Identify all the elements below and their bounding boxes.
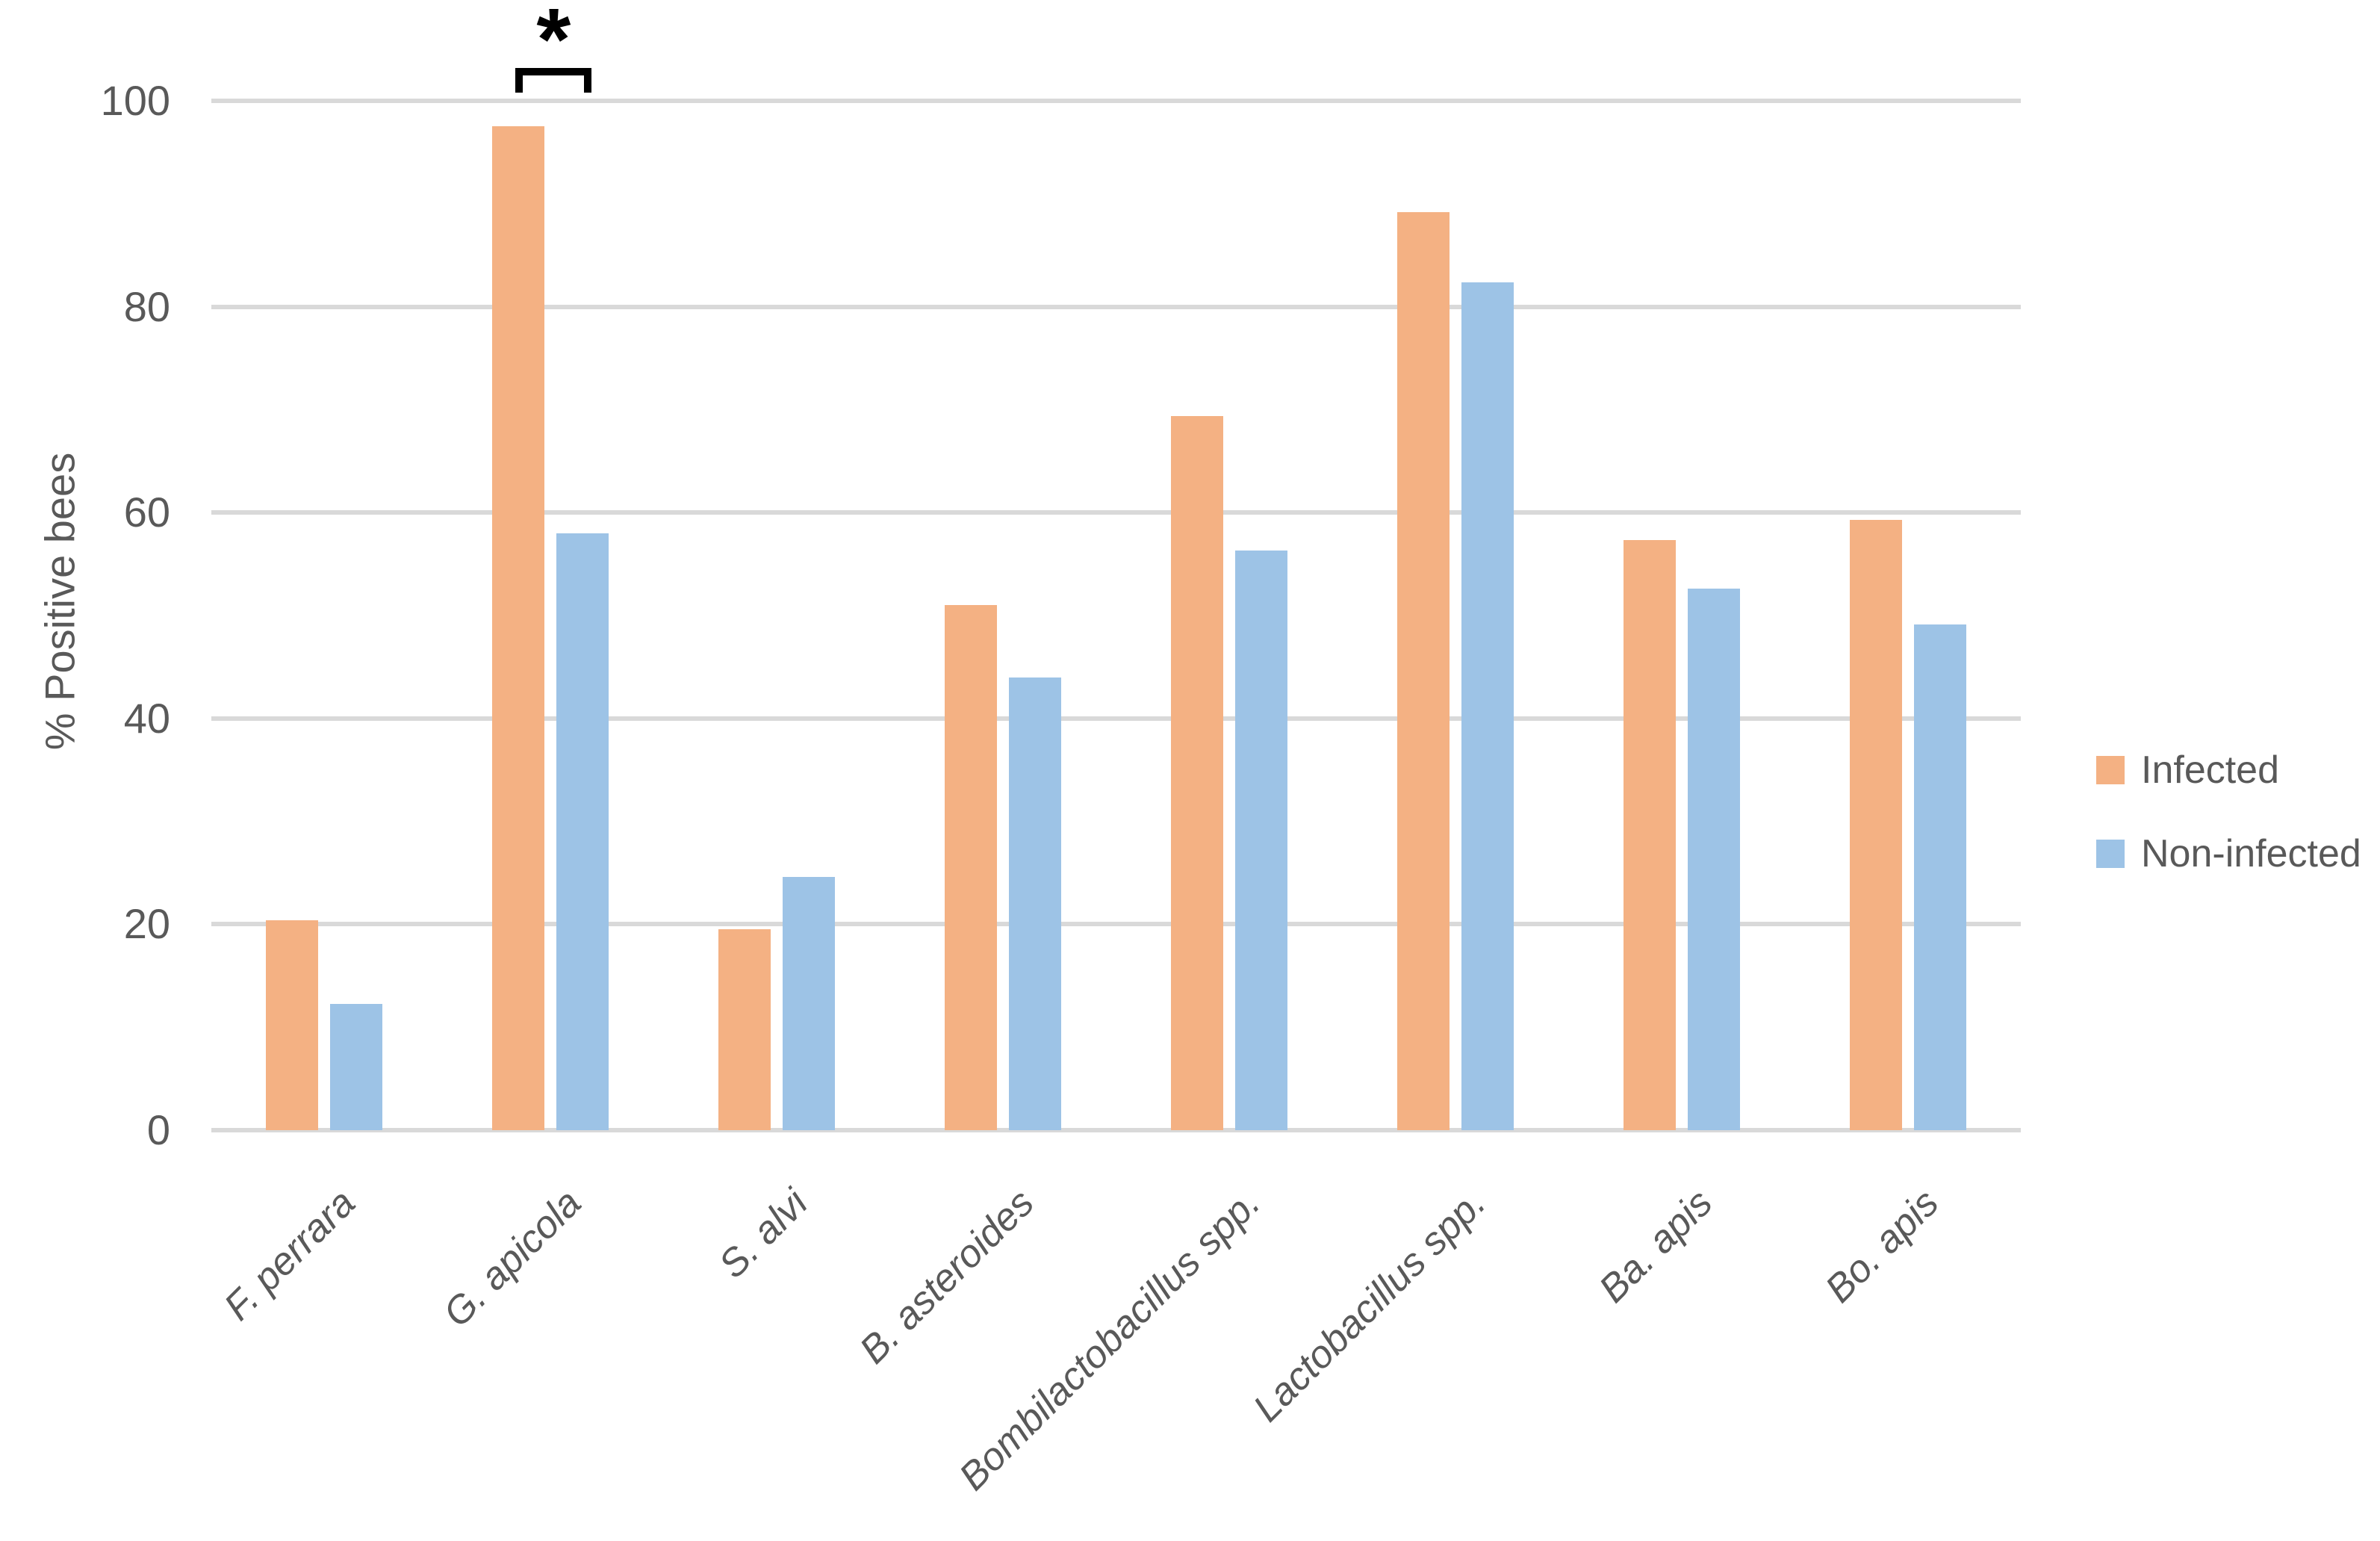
x-axis-category-label: Bo. apis [1816, 1181, 1947, 1312]
legend-swatch-icon [2096, 840, 2125, 868]
bar-non-infected-b-asteroides [1009, 678, 1061, 1130]
bar-infected-b-asteroides [945, 605, 997, 1130]
x-axis-category-label: B. asteroides [851, 1181, 1043, 1372]
bar-non-infected-bo-apis [1914, 624, 1966, 1130]
y-axis-tick-label: 20 [123, 900, 170, 948]
legend: Infected Non-infected [2096, 751, 2380, 975]
bar-non-infected-s-alvi [783, 877, 835, 1130]
significance-bracket [515, 68, 592, 93]
legend-swatch-icon [2096, 756, 2125, 784]
gridline [211, 922, 2021, 927]
gridline [211, 716, 2021, 721]
x-axis-category-label: F. perrara [216, 1181, 364, 1329]
significance-asterisk: * [536, 0, 571, 89]
gridline [211, 99, 2021, 103]
bar-infected-g-apicola [492, 126, 544, 1130]
y-axis-tick-label: 80 [123, 282, 170, 330]
bar-non-infected-f-perrara [330, 1004, 382, 1130]
y-axis-tick-label: 60 [123, 489, 170, 536]
bar-non-infected-ba-apis [1688, 589, 1740, 1130]
bar-non-infected-lactobacillus-spp- [1461, 282, 1514, 1130]
x-axis-category-label: G. apicola [435, 1181, 590, 1336]
legend-label: Infected [2141, 748, 2280, 792]
bar-infected-bo-apis [1850, 520, 1902, 1130]
bar-non-infected-bombilactobacillus-spp- [1235, 551, 1287, 1130]
x-axis-line [211, 1128, 2021, 1132]
y-axis-tick-label: 40 [123, 694, 170, 742]
x-axis-category-label: Ba. apis [1591, 1181, 1721, 1312]
y-axis-tick-label: 100 [100, 77, 170, 124]
bar-infected-ba-apis [1624, 540, 1676, 1130]
legend-item-non-infected: Non-infected [2096, 834, 2361, 873]
legend-label: Non-infected [2141, 832, 2361, 875]
bar-infected-bombilactobacillus-spp- [1171, 416, 1223, 1130]
bar-infected-f-perrara [266, 920, 318, 1130]
bar-non-infected-g-apicola [556, 533, 609, 1130]
x-axis-category-label: S. alvi [710, 1181, 816, 1287]
legend-item-infected: Infected [2096, 751, 2279, 790]
x-axis-category-label: Lactobacillus spp. [1245, 1181, 1495, 1430]
bar-infected-s-alvi [718, 929, 771, 1130]
y-axis-tick-label: 0 [146, 1106, 170, 1153]
gridline [211, 510, 2021, 515]
bar-infected-lactobacillus-spp- [1397, 212, 1450, 1130]
gridline [211, 304, 2021, 309]
